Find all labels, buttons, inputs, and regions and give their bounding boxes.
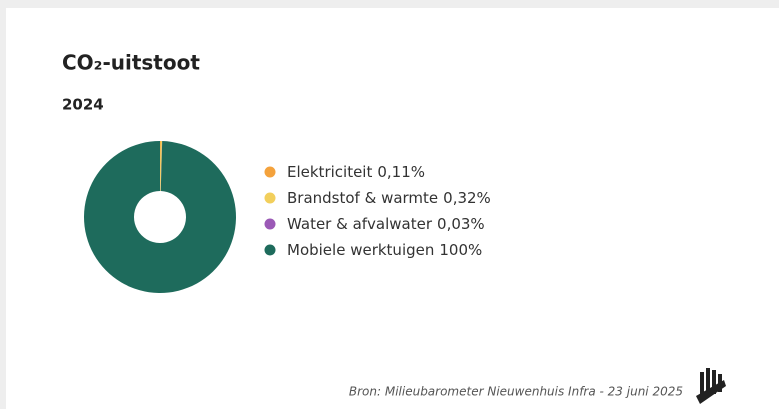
source: Bron: Milieubarometer Nieuwenhuis Infra … xyxy=(349,385,683,399)
legend-label: Brandstof & warmte xyxy=(287,189,438,207)
slice xyxy=(83,141,236,293)
legend-label: Mobiele werktuigen xyxy=(287,241,434,259)
legend-swatch xyxy=(264,244,276,256)
legend-label: Elektriciteit xyxy=(287,163,372,181)
slice xyxy=(160,141,161,192)
legend-entry: Brandstof & warmte 0,32% xyxy=(287,189,491,207)
legend-value: 0,32% xyxy=(443,189,491,207)
legend-swatch xyxy=(264,192,276,204)
legend-value: 0,03% xyxy=(437,215,485,233)
slice xyxy=(160,141,163,192)
logo xyxy=(696,368,726,404)
legend-swatch xyxy=(264,218,276,230)
chart-title: CO₂-uitstoot xyxy=(62,51,200,75)
legend-value: 100% xyxy=(439,241,482,259)
legend-swatch xyxy=(264,166,276,178)
chart-subtitle: 2024 xyxy=(62,96,104,114)
legend-entry: Elektriciteit 0,11% xyxy=(287,163,425,181)
legend-entry: Water & afvalwater 0,03% xyxy=(287,215,485,233)
slice xyxy=(160,141,163,192)
legend-label: Water & afvalwater xyxy=(287,215,433,233)
legend-entry: Mobiele werktuigen 100% xyxy=(287,241,482,259)
legend-value: 0,11% xyxy=(377,163,425,181)
